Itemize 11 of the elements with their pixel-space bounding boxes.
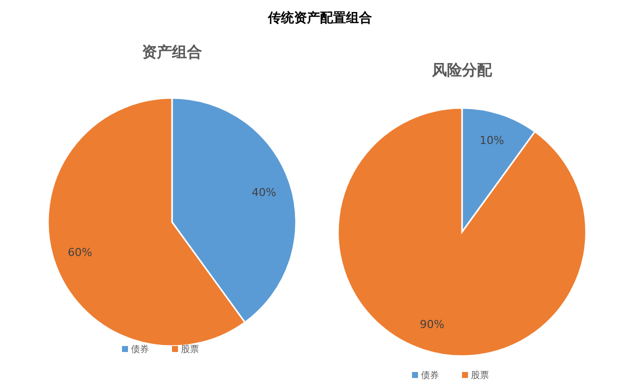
chart-subtitle: 风险分配	[431, 61, 493, 79]
legend-label: 股票	[471, 370, 489, 381]
data-label: 10%	[480, 134, 504, 148]
data-label: 60%	[68, 246, 92, 259]
data-label: 90%	[420, 318, 444, 331]
chart-subtitle: 资产组合	[142, 43, 202, 61]
data-label: 40%	[252, 186, 276, 200]
legend-label: 股票	[181, 344, 199, 355]
chart-title: 传统资产配置组合	[267, 10, 372, 26]
legend-label: 债券	[131, 344, 149, 355]
legend-label: 债券	[421, 370, 439, 381]
